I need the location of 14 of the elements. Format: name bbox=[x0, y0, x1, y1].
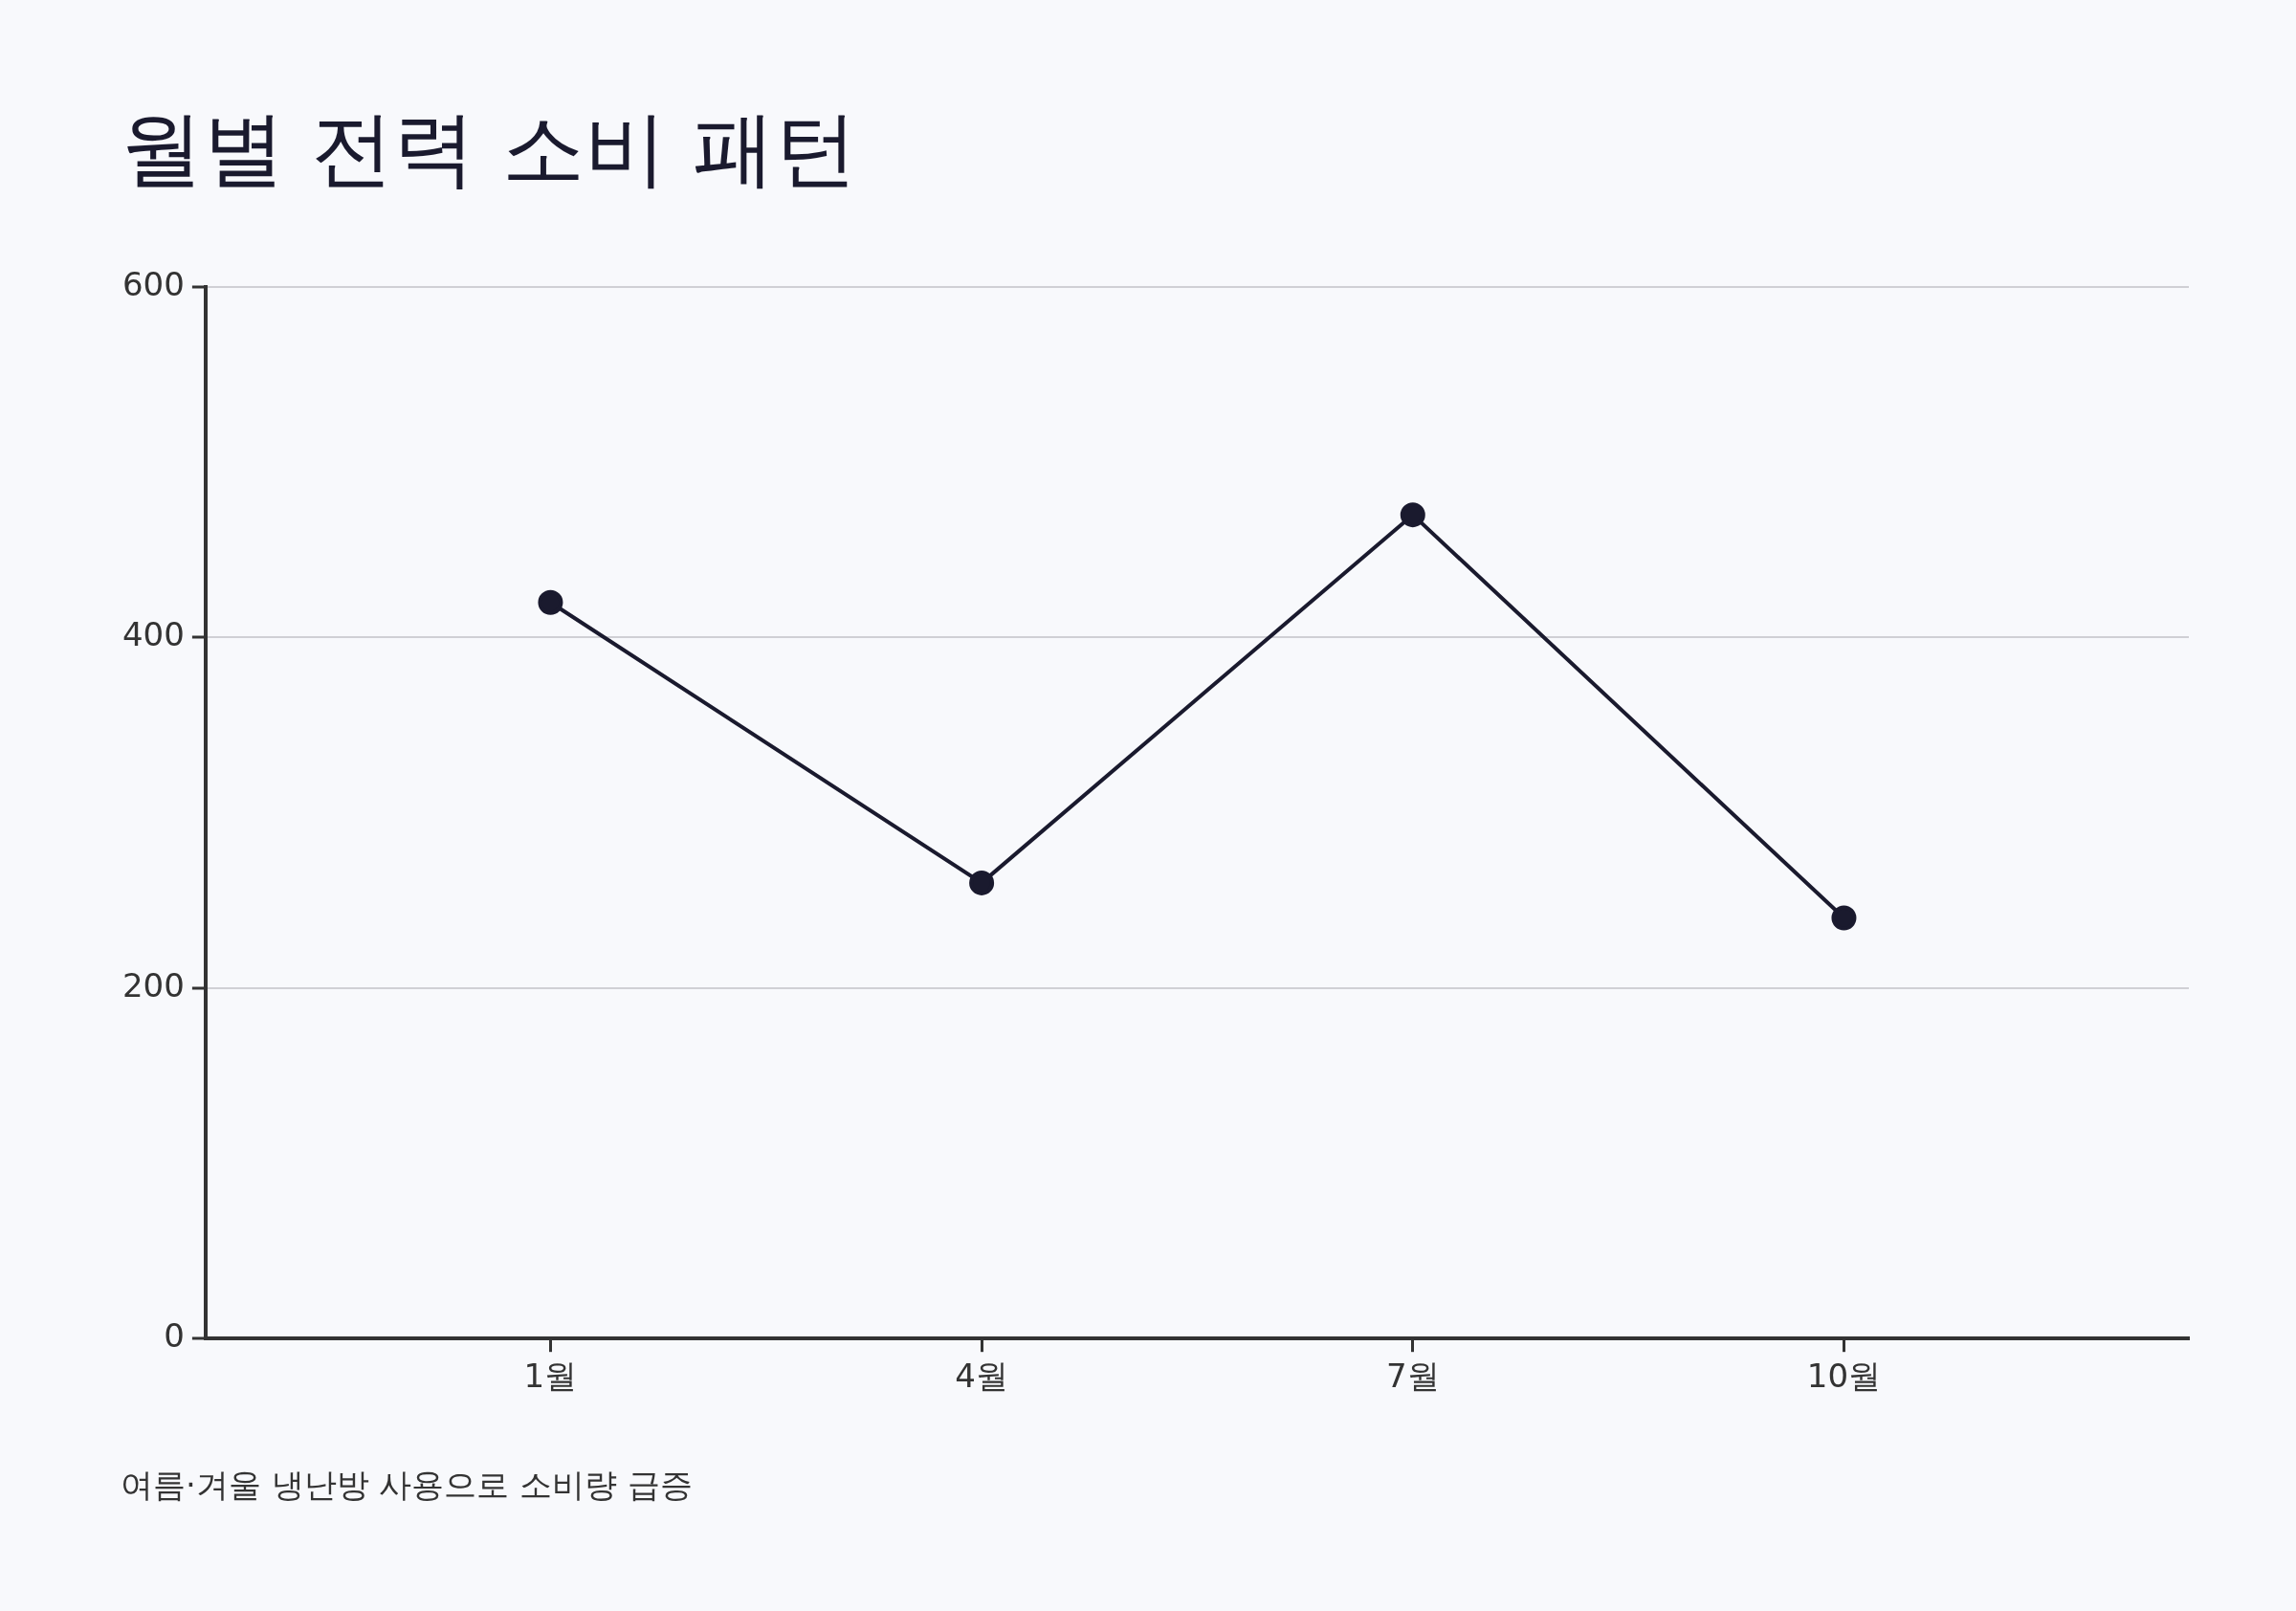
y-tick-label: 600 bbox=[121, 264, 185, 303]
point bbox=[969, 870, 995, 895]
point bbox=[1400, 502, 1425, 528]
point bbox=[1831, 905, 1857, 931]
x-tick-label: 7월 bbox=[1385, 1357, 1440, 1396]
point bbox=[538, 589, 563, 615]
chart-title: 월별 전력 소비 패턴 bbox=[121, 99, 858, 198]
y-tick-label: 0 bbox=[164, 1316, 185, 1356]
x-tick-label: 10월 bbox=[1806, 1357, 1882, 1396]
text: 여름·겨울 냉난방 사용으로 소비량 급증 bbox=[121, 1465, 694, 1506]
x-tick-label: 4월 bbox=[955, 1357, 1008, 1396]
y-tick-label: 400 bbox=[121, 615, 185, 654]
x-tick-label: 1월 bbox=[523, 1357, 578, 1396]
y-tick-label: 200 bbox=[121, 965, 185, 1004]
